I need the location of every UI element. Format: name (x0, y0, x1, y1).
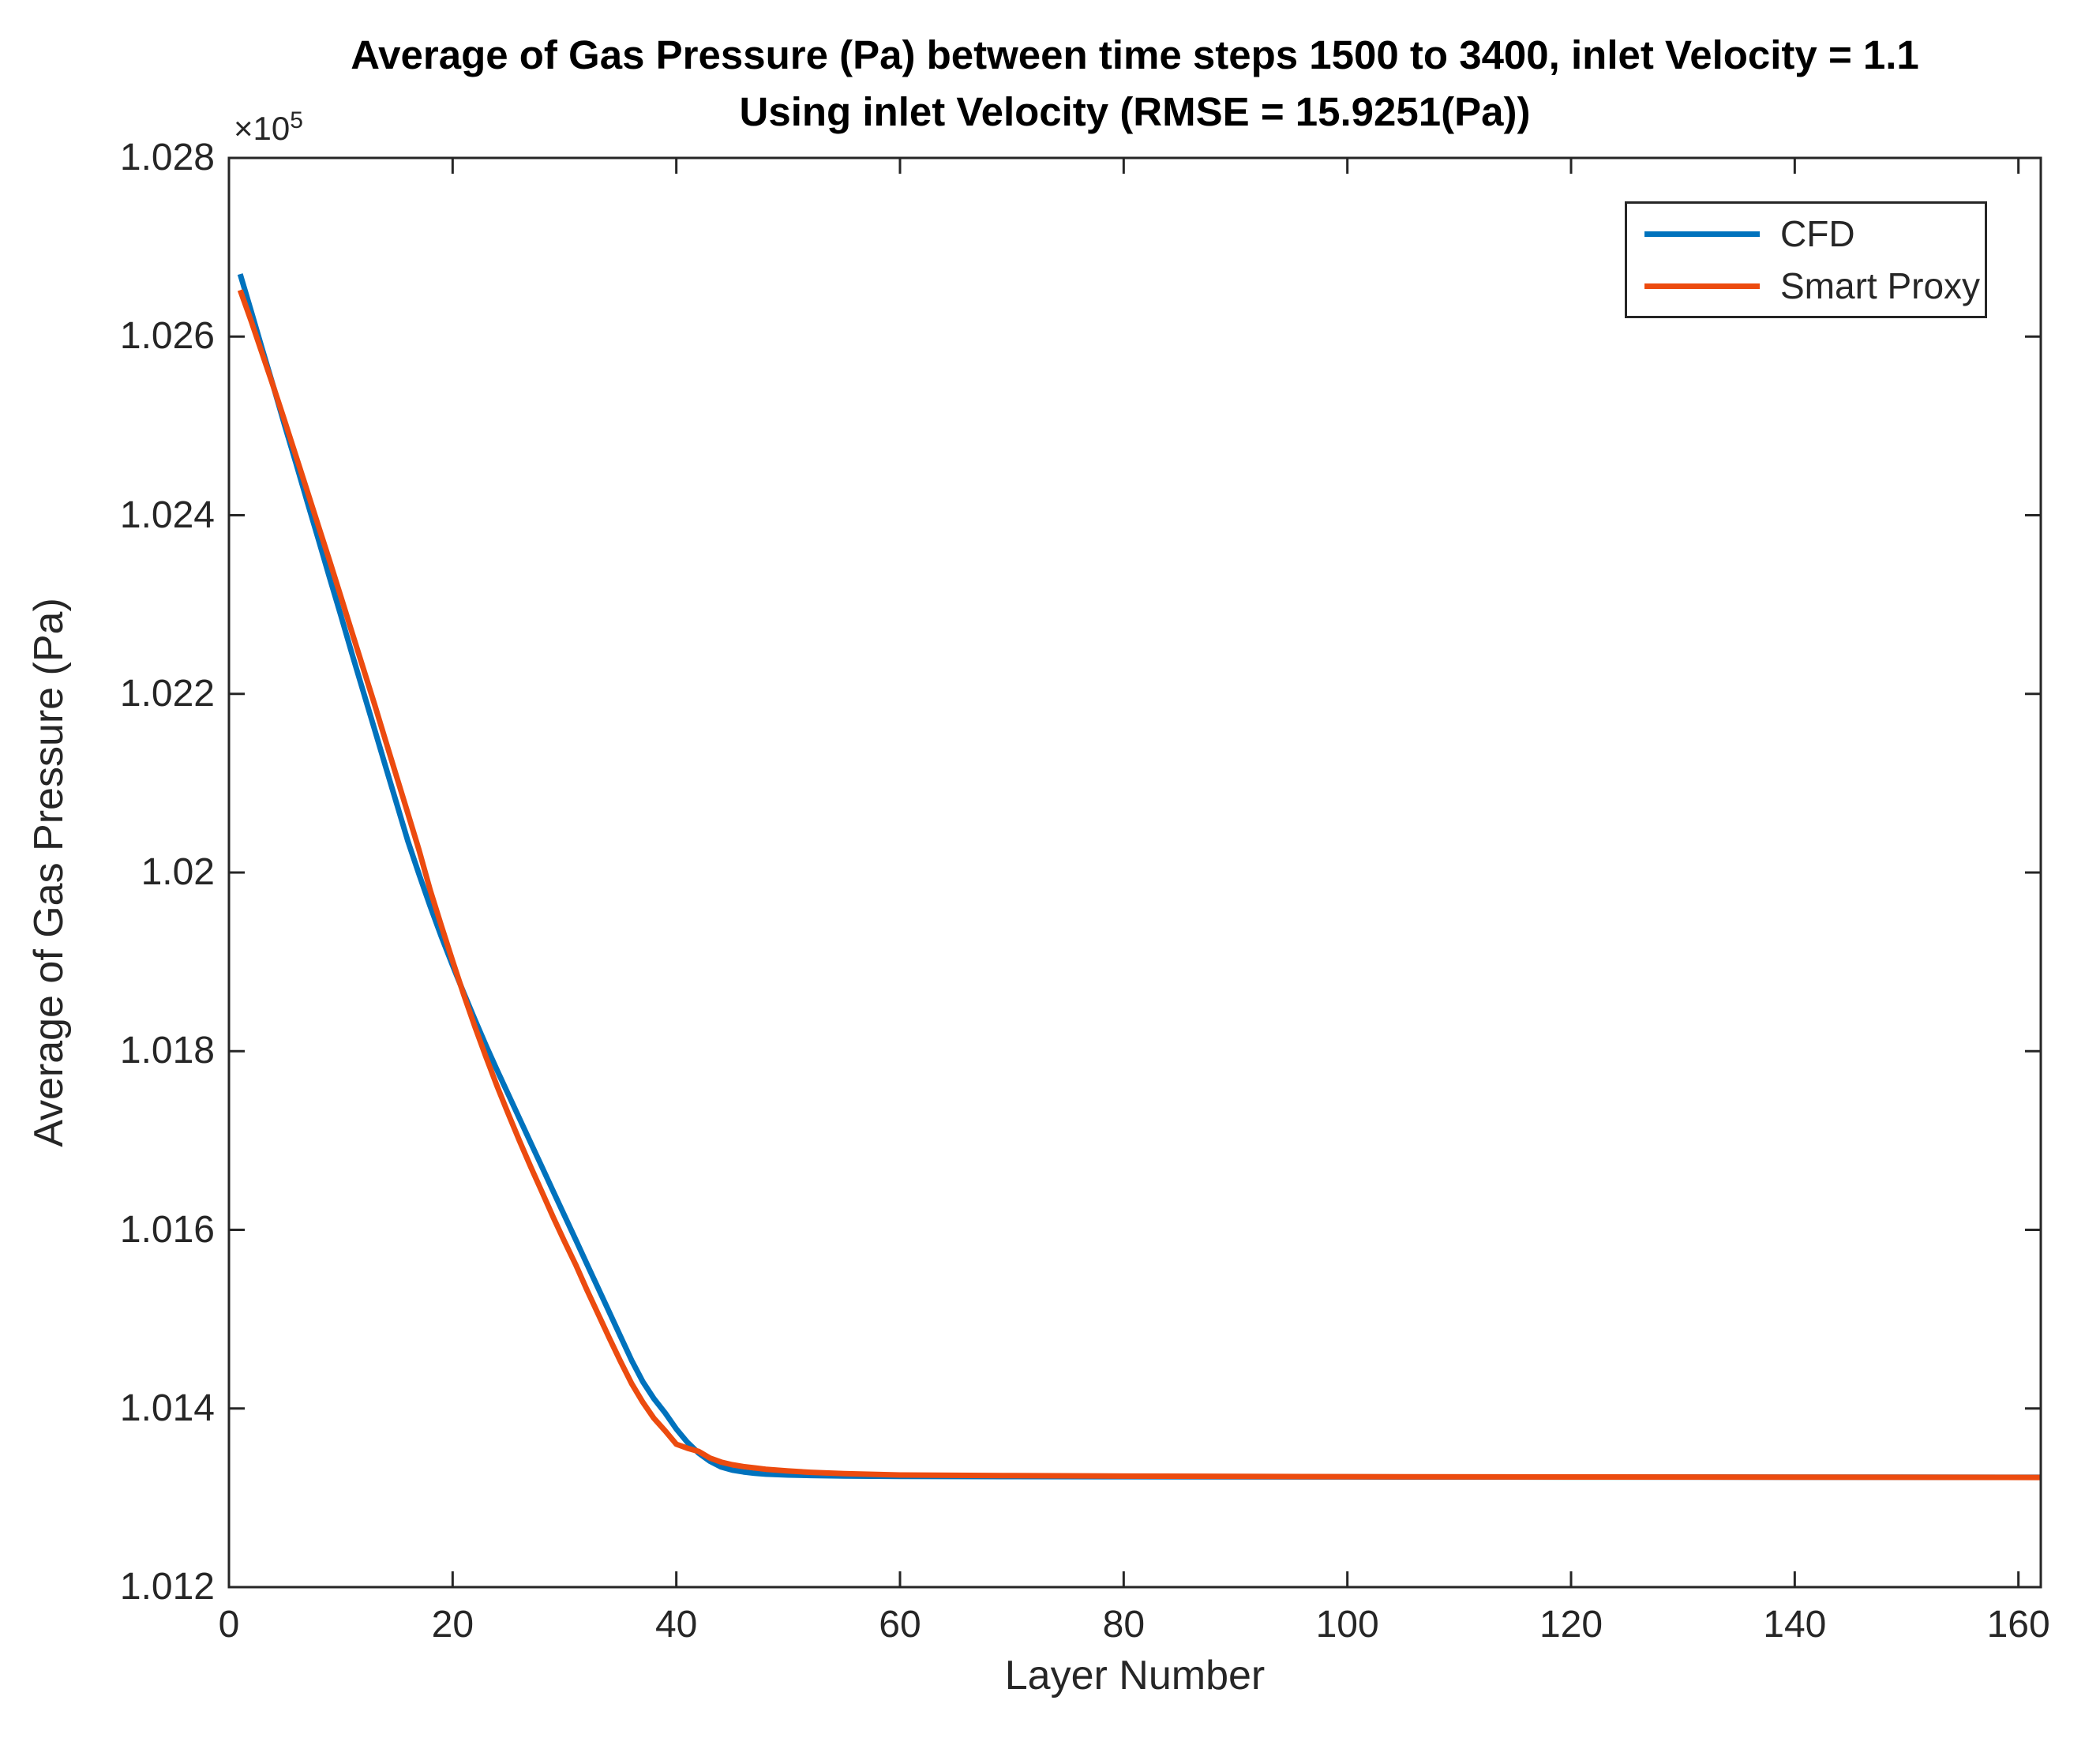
y-axis-multiplier-base: ×10 (234, 110, 291, 147)
x-tick-label: 120 (1539, 1604, 1603, 1646)
y-tick-label: 1.022 (119, 672, 215, 715)
y-tick-label: 1.024 (119, 494, 215, 536)
x-tick-label: 160 (1986, 1604, 2050, 1646)
y-axis-label: Average of Gas Pressure (Pa) (26, 598, 72, 1147)
x-axis-label: Layer Number (1004, 1653, 1266, 1698)
x-tick-label: 60 (879, 1604, 921, 1646)
legend-item-smart-proxy: Smart Proxy (1627, 260, 1985, 312)
y-tick-label: 1.012 (119, 1566, 215, 1608)
legend: CFD Smart Proxy (1625, 201, 1987, 318)
chart-title-line1: Average of Gas Pressure (Pa) between tim… (351, 32, 1919, 77)
x-tick-label: 20 (431, 1604, 474, 1646)
chart-title: Average of Gas Pressure (Pa) between tim… (229, 27, 2041, 141)
y-tick-label: 1.02 (141, 851, 215, 893)
y-axis-multiplier-exponent: 5 (290, 107, 303, 133)
y-axis-multiplier: ×105 (234, 107, 303, 148)
chart-title-line2: Using inlet Velocity (RMSE = 15.9251(Pa)… (739, 89, 1531, 134)
y-tick-label: 1.028 (119, 137, 215, 178)
x-tick-label: 0 (218, 1604, 240, 1646)
cfd-line-swatch (1644, 231, 1760, 237)
smart-proxy-line (237, 289, 2042, 1481)
y-tick-label: 1.026 (119, 315, 215, 358)
legend-label-smart-proxy: Smart Proxy (1780, 265, 1981, 306)
cfd-line (237, 273, 2042, 1481)
axes-box (227, 156, 2042, 1589)
x-tick-label: 100 (1315, 1604, 1379, 1646)
y-tick-label: 1.016 (119, 1208, 215, 1251)
y-tick-label: 1.014 (119, 1387, 215, 1429)
x-tick-label: 140 (1763, 1604, 1827, 1646)
legend-item-cfd: CFD (1627, 208, 1985, 260)
x-tick-label: 40 (654, 1604, 698, 1646)
smart-proxy-line-swatch (1644, 283, 1760, 289)
y-tick-label: 1.018 (119, 1030, 215, 1072)
x-tick-label: 80 (1102, 1604, 1146, 1646)
legend-label-cfd: CFD (1780, 213, 1855, 254)
